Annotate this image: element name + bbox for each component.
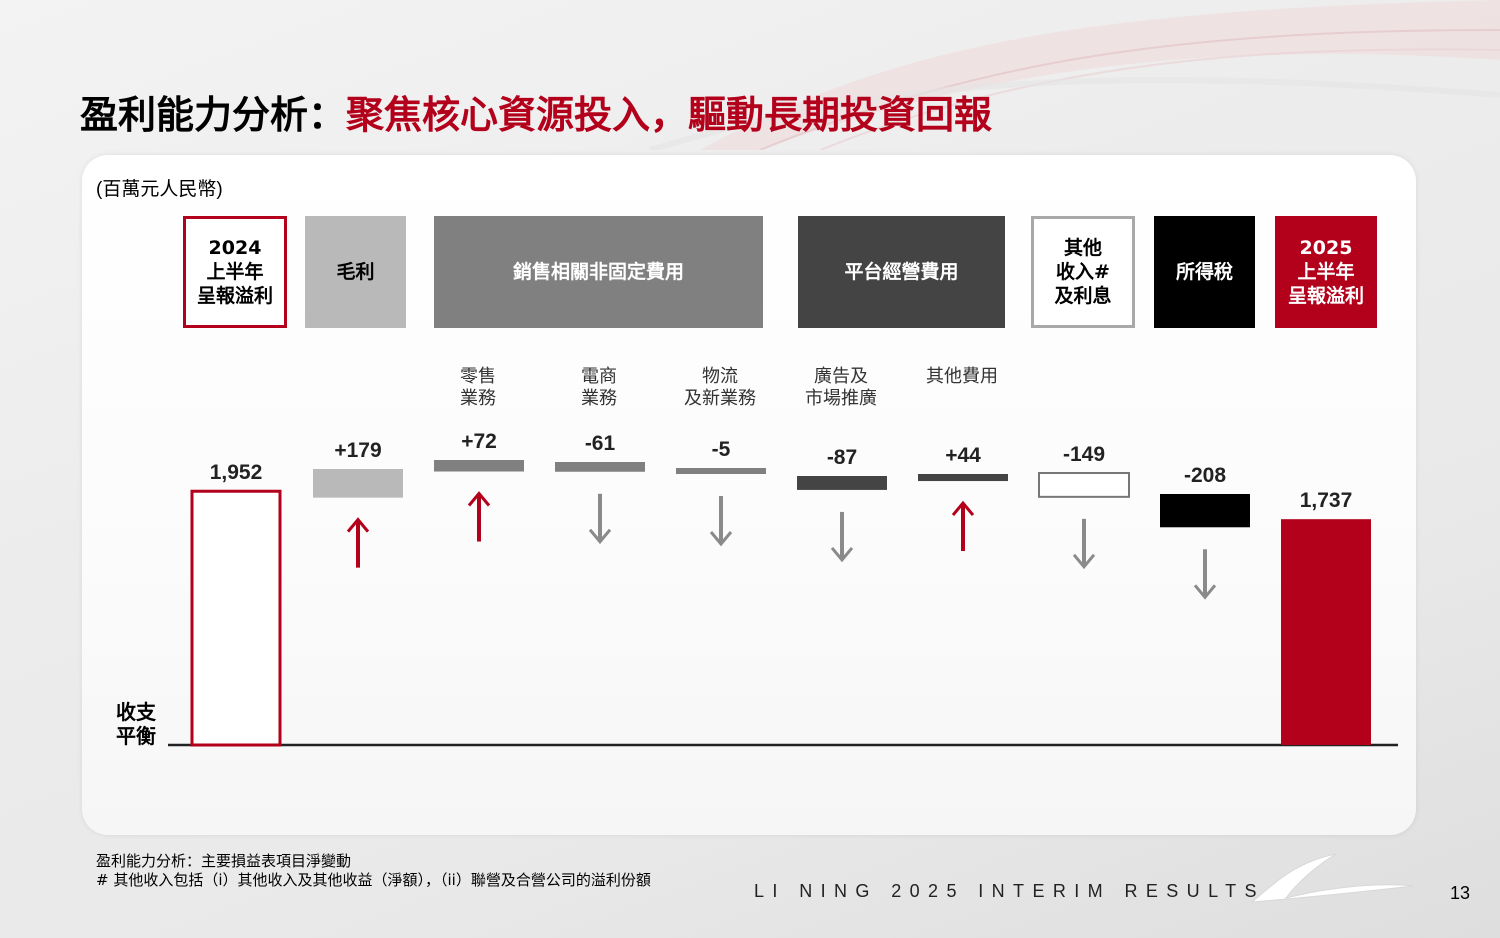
data-label: +44	[945, 444, 981, 467]
header-line: 2025	[1299, 237, 1353, 259]
arrow-up-icon	[467, 491, 491, 542]
waterfall-bar	[918, 474, 1008, 482]
sub-label-line: 電商	[581, 366, 617, 387]
arrow-down-icon	[830, 511, 854, 563]
arrow-down-icon	[1072, 518, 1096, 570]
sub-label-line: 零售	[460, 366, 496, 387]
waterfall-bar	[1281, 519, 1371, 745]
sub-label-line: 業務	[581, 388, 617, 409]
waterfall-bar	[313, 469, 403, 498]
page-title: 盈利能力分析：聚焦核心資源投入，驅動長期投資回報	[80, 84, 992, 139]
header-income-tax: 所得稅	[1154, 216, 1255, 328]
data-label: +72	[461, 430, 497, 453]
data-label: -149	[1063, 443, 1105, 466]
arrow-down-icon	[709, 496, 733, 547]
data-label: 1,737	[1300, 489, 1353, 512]
page-number: 13	[1450, 883, 1471, 903]
header-gross-profit: 毛利	[305, 216, 406, 328]
sub-label-line: 物流	[702, 366, 738, 387]
sub-label-line: 廣告及	[814, 366, 868, 387]
sub-label-advertising: 廣告及 市場推廣	[781, 366, 901, 410]
sub-label-retail: 零售 業務	[418, 366, 538, 410]
breakeven-label-line: 平衡	[116, 724, 156, 748]
header-line: 平台經營費用	[844, 261, 959, 283]
footnotes: 盈利能力分析：主要損益表項目淨變動 # 其他收入包括（i）其他收入及其他收益（淨…	[96, 852, 651, 890]
header-line: 其他	[1063, 237, 1102, 259]
waterfall-bar	[1160, 494, 1250, 528]
footnote-line: # 其他收入包括（i）其他收入及其他收益（淨額），（ii）聯營及合營公司的溢利份…	[96, 871, 651, 889]
waterfall-bar	[797, 476, 887, 490]
unit-label: (百萬元人民幣)	[96, 179, 223, 200]
data-label: -87	[827, 446, 857, 469]
header-line: 所得稅	[1175, 261, 1233, 283]
waterfall-bar	[1038, 472, 1130, 498]
waterfall-bar	[434, 460, 524, 472]
sub-label-line: 業務	[460, 388, 496, 409]
data-label: 1,952	[210, 461, 263, 484]
waterfall-bar	[555, 462, 645, 472]
header-line: 銷售相關非固定費用	[512, 261, 684, 283]
brand-tagline: LI NING 2025 INTERIM RESULTS	[754, 881, 1265, 901]
header-line: 2024	[208, 237, 262, 259]
header-2025-profit: 2025 上半年 呈報溢利	[1275, 216, 1377, 328]
data-label: +179	[334, 439, 381, 462]
header-line: 呈報溢利	[196, 285, 273, 307]
arrow-down-icon	[1193, 549, 1217, 600]
sub-label-line: 市場推廣	[805, 388, 877, 409]
header-2024-profit: 2024 上半年 呈報溢利	[183, 216, 287, 328]
data-label: -208	[1184, 464, 1226, 487]
waterfall-bar	[190, 489, 282, 747]
sub-label-ecommerce: 電商 業務	[539, 366, 659, 410]
arrow-down-icon	[588, 493, 612, 545]
sub-label-other-costs: 其他費用	[902, 366, 1022, 388]
sub-label-logistics: 物流 及新業務	[660, 366, 780, 410]
header-line: 上半年	[1297, 261, 1355, 283]
li-ning-logo-icon	[1250, 853, 1415, 903]
data-label: -5	[712, 438, 731, 461]
breakeven-label-line: 收支	[116, 700, 156, 724]
arrow-up-icon	[951, 500, 975, 552]
header-sales-variable-costs: 銷售相關非固定費用	[434, 216, 763, 328]
data-label: -61	[585, 432, 616, 455]
arrow-up-icon	[346, 517, 370, 568]
header-line: 呈報溢利	[1287, 285, 1364, 307]
header-line: 上半年	[206, 261, 264, 283]
header-line: 毛利	[336, 261, 375, 283]
waterfall-bar	[676, 468, 766, 474]
footnote-line: 盈利能力分析：主要損益表項目淨變動	[96, 852, 352, 870]
sub-label-line: 其他費用	[926, 366, 998, 387]
header-other-income: 其他 收入# 及利息	[1031, 216, 1135, 328]
page-title-prefix: 盈利能力分析：	[80, 93, 347, 137]
page-title-highlight: 聚焦核心資源投入，驅動長期投資回報	[346, 93, 993, 137]
background-swoosh-decoration	[649, 0, 1500, 150]
sub-label-line: 及新業務	[684, 388, 756, 409]
breakeven-label: 收支 平衡	[116, 700, 156, 748]
header-platform-costs: 平台經營費用	[798, 216, 1005, 328]
header-line: 及利息	[1054, 285, 1112, 307]
header-line: 收入#	[1056, 261, 1110, 283]
